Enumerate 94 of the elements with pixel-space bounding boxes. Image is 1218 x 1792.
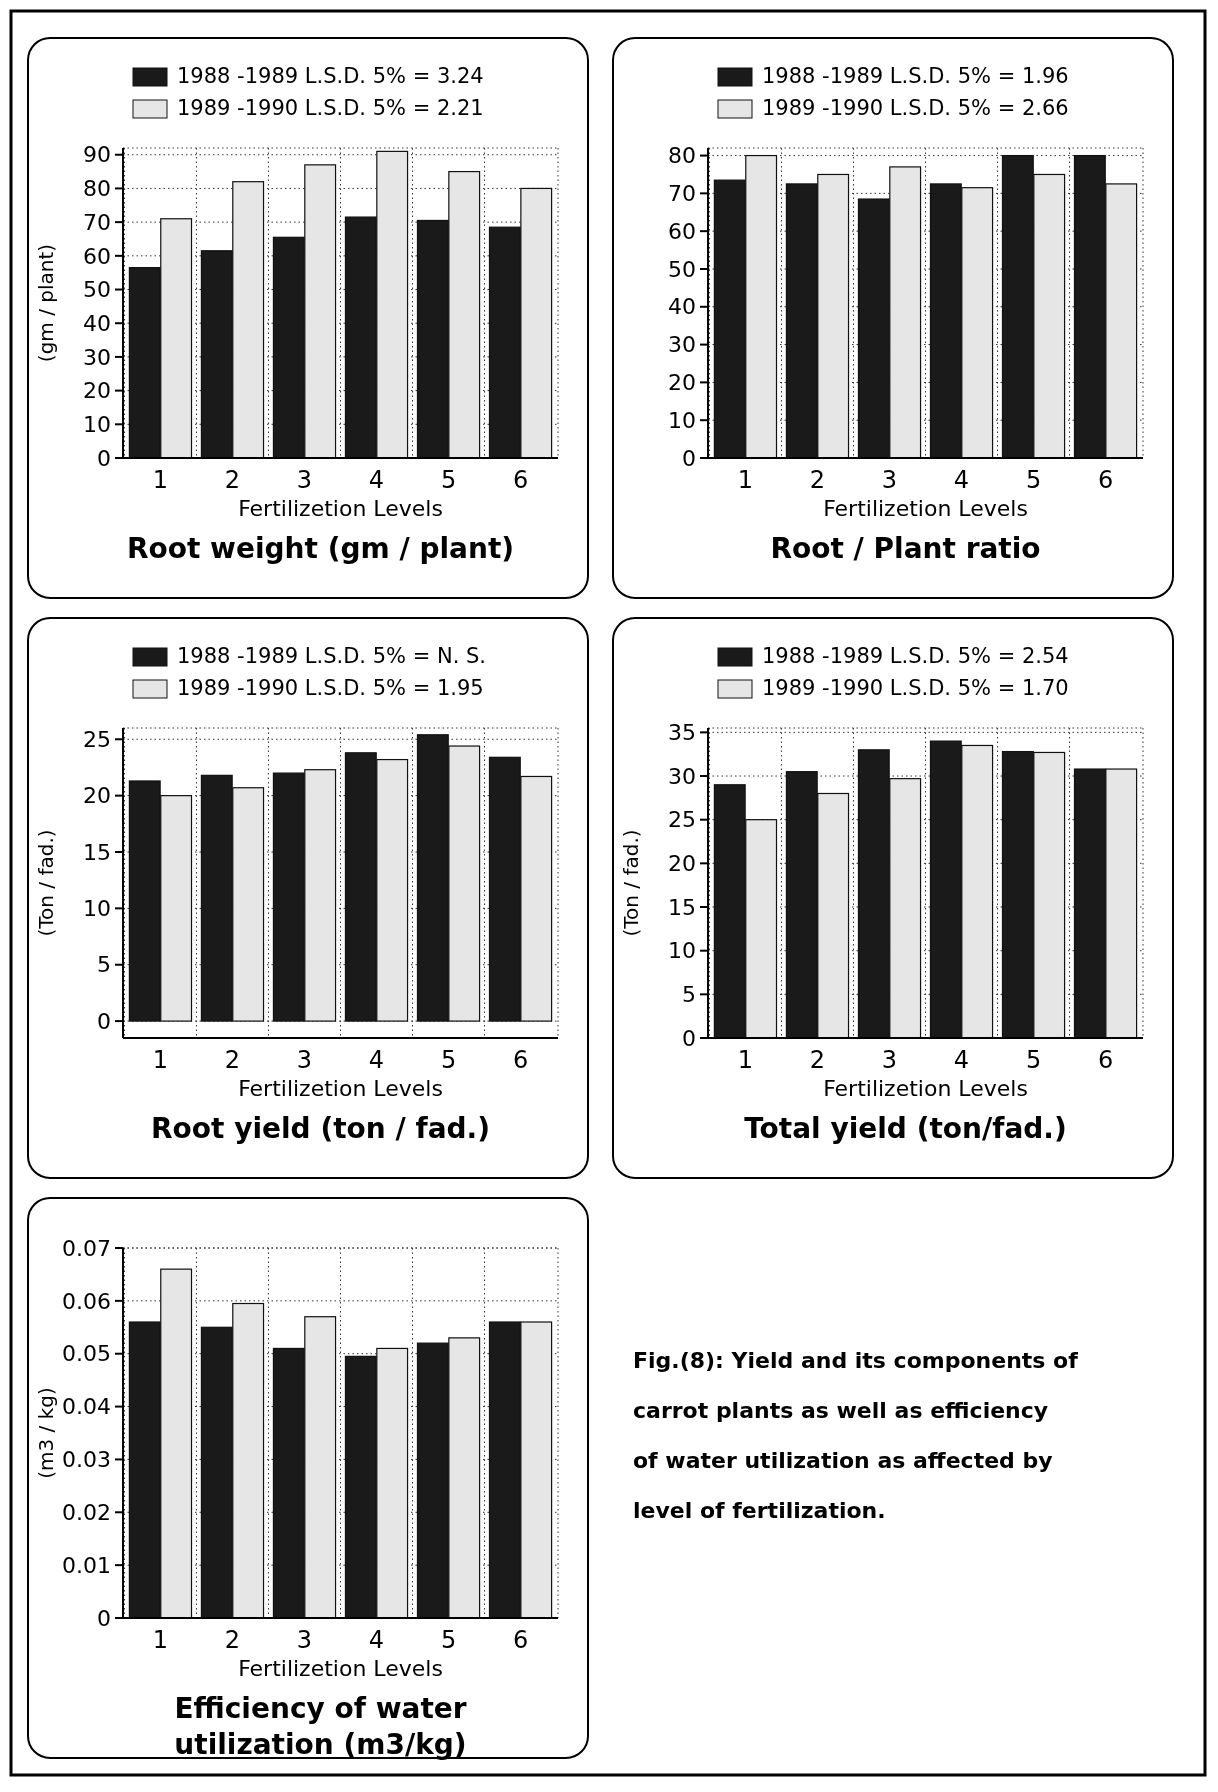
x-tick-label: 6 [512, 1626, 529, 1654]
x-tick-label: 1 [737, 1046, 754, 1074]
x-tick-label: 5 [440, 1626, 457, 1654]
y-tick-label: 30 [83, 344, 111, 370]
x-tick-label: 1 [152, 1626, 169, 1654]
x-axis-title: Fertilizetion Levels [238, 1656, 443, 1681]
x-tick-label: 2 [809, 466, 826, 494]
x-tick-label: 4 [368, 1046, 385, 1074]
x-tick-label: 5 [1025, 466, 1042, 494]
y-tick-label: 0.04 [62, 1394, 111, 1420]
x-tick-label: 6 [512, 466, 529, 494]
x-tick-label: 4 [368, 1626, 385, 1654]
y-axis-title: (Ton / fad.) [619, 829, 643, 937]
y-tick-label: 25 [668, 807, 696, 833]
legend-label: 1989 -1990 L.S.D. 5% = 1.95 [177, 676, 484, 700]
y-tick-label: 15 [668, 894, 696, 920]
x-tick-label: 3 [881, 1046, 898, 1074]
y-tick-label: 35 [668, 720, 696, 746]
x-tick-label: 4 [368, 466, 385, 494]
y-tick-label: 0.01 [62, 1552, 111, 1578]
x-tick-label: 6 [1097, 466, 1114, 494]
y-tick-label: 0.06 [62, 1288, 111, 1314]
y-tick-label: 70 [83, 209, 111, 235]
y-tick-label: 20 [668, 851, 696, 877]
y-tick-label: 0 [97, 1605, 111, 1631]
x-tick-label: 3 [296, 466, 313, 494]
x-tick-label: 3 [296, 1046, 313, 1074]
x-tick-label: 3 [296, 1626, 313, 1654]
y-tick-label: 90 [83, 142, 111, 168]
x-tick-label: 4 [953, 466, 970, 494]
y-tick-label: 5 [682, 982, 696, 1008]
legend-label: 1988 -1989 L.S.D. 5% = 2.54 [762, 644, 1069, 668]
y-tick-label: 20 [83, 783, 111, 809]
y-tick-label: 30 [668, 763, 696, 789]
x-tick-label: 3 [881, 466, 898, 494]
x-tick-label: 1 [152, 466, 169, 494]
x-tick-label: 5 [440, 1046, 457, 1074]
y-tick-label: 30 [668, 332, 696, 358]
x-axis-title: Fertilizetion Levels [823, 496, 1028, 521]
y-tick-label: 10 [668, 938, 696, 964]
x-tick-label: 2 [809, 1046, 826, 1074]
y-tick-label: 0 [97, 445, 111, 471]
legend-label: 1989 -1990 L.S.D. 5% = 2.21 [177, 96, 484, 120]
x-tick-label: 5 [440, 466, 457, 494]
y-axis-title: (Ton / fad.) [34, 829, 58, 937]
x-tick-label: 5 [1025, 1046, 1042, 1074]
x-axis-title: Fertilizetion Levels [238, 496, 443, 521]
y-tick-label: 5 [97, 952, 111, 978]
x-tick-label: 2 [224, 1046, 241, 1074]
x-tick-label: 1 [737, 466, 754, 494]
x-tick-label: 6 [1097, 1046, 1114, 1074]
y-tick-label: 0 [682, 445, 696, 471]
legend-label: 1988 -1989 L.S.D. 5% = N. S. [177, 644, 487, 668]
text: Root / Plant ratio [770, 532, 1041, 565]
x-tick-label: 2 [224, 466, 241, 494]
y-tick-label: 60 [83, 243, 111, 269]
y-tick-label: 80 [83, 176, 111, 202]
y-tick-label: 20 [668, 370, 696, 396]
y-axis-title: (gm / plant) [34, 243, 58, 363]
legend-label: 1988 -1989 L.S.D. 5% = 3.24 [177, 64, 484, 88]
y-tick-label: 60 [668, 218, 696, 244]
y-tick-label: 0.07 [62, 1235, 111, 1261]
y-tick-label: 70 [668, 181, 696, 207]
y-tick-label: 0.02 [62, 1499, 111, 1525]
x-tick-label: 2 [224, 1626, 241, 1654]
x-tick-label: 1 [152, 1046, 169, 1074]
y-axis-title: (m3 / kg) [34, 1387, 58, 1479]
y-tick-label: 10 [83, 412, 111, 437]
x-axis-title: Fertilizetion Levels [238, 1076, 443, 1101]
y-tick-label: 0.03 [62, 1447, 111, 1473]
y-tick-label: 50 [668, 256, 696, 282]
y-tick-label: 10 [668, 407, 696, 433]
y-tick-label: 40 [668, 294, 696, 320]
x-tick-label: 4 [953, 1046, 970, 1074]
text: Efficiency of water utilization (m3/kg) [174, 1692, 467, 1761]
y-tick-label: 10 [83, 896, 111, 922]
y-tick-label: 40 [83, 310, 111, 336]
y-tick-label: 15 [83, 839, 111, 865]
y-tick-label: 25 [83, 726, 111, 752]
legend-label: 1988 -1989 L.S.D. 5% = 1.96 [762, 64, 1069, 88]
y-tick-label: 0.05 [62, 1341, 111, 1367]
text: Total yield (ton/fad.) [744, 1112, 1067, 1145]
legend-label: 1989 -1990 L.S.D. 5% = 1.70 [762, 676, 1069, 700]
legend-label: 1989 -1990 L.S.D. 5% = 2.66 [762, 96, 1069, 120]
text: Root weight (gm / plant) [126, 532, 515, 565]
x-tick-label: 6 [512, 1046, 529, 1074]
text: Root yield (ton / fad.) [150, 1112, 491, 1145]
y-tick-label: 80 [668, 143, 696, 169]
x-axis-title: Fertilizetion Levels [823, 1076, 1028, 1101]
text: Fig.(8): Yield and its components of carrot plants as well as efficiency of water utilization as affected by level of fertilization. [633, 1348, 1079, 1523]
y-tick-label: 0 [682, 1025, 696, 1051]
y-tick-label: 50 [83, 277, 111, 303]
y-tick-label: 20 [83, 378, 111, 404]
y-tick-label: 0 [97, 1008, 111, 1034]
